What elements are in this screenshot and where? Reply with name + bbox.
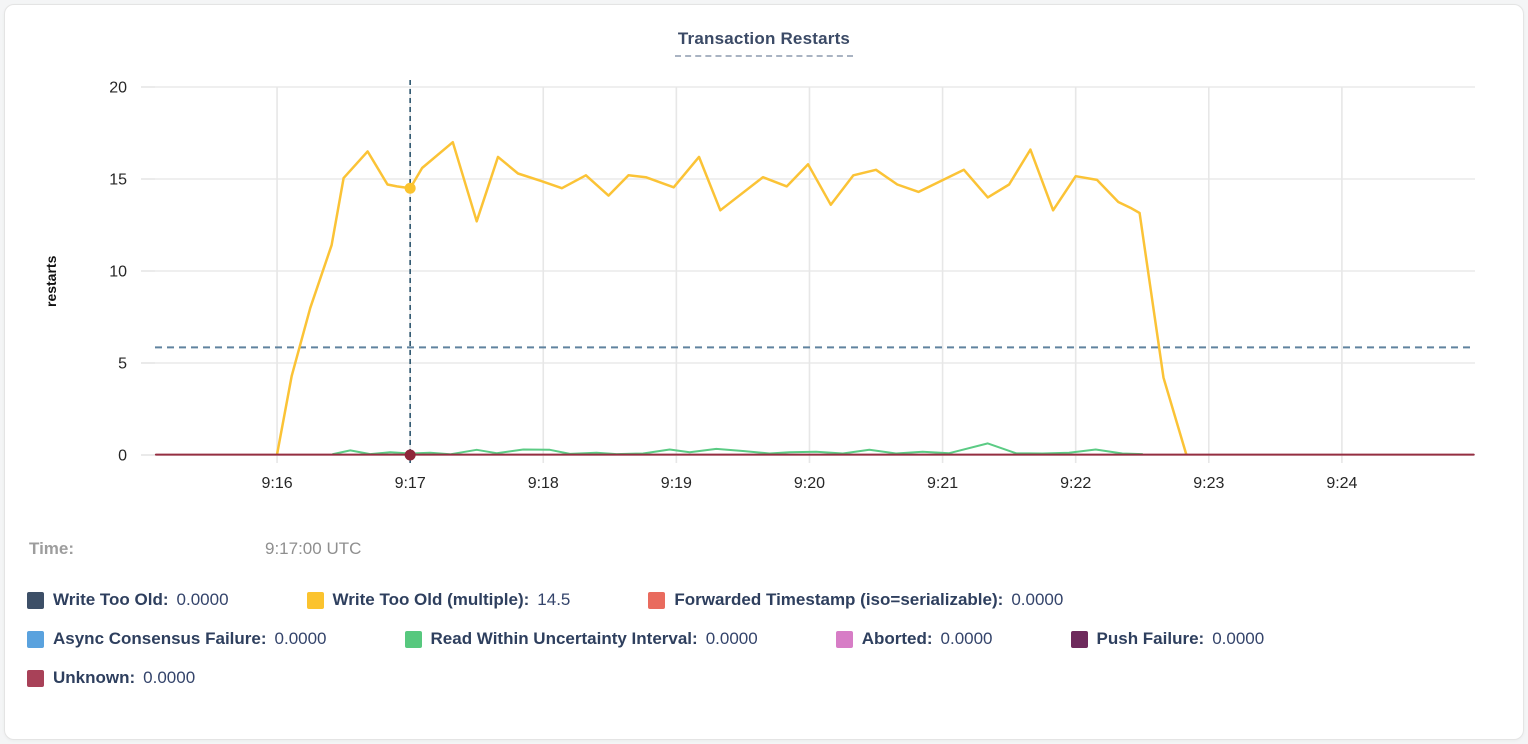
chart-legend: Write Too Old: 0.0000 Write Too Old (multi… [27,590,1503,707]
legend-swatch-icon [648,591,666,609]
legend-row-2: Async Consensus Failure: 0.0000 Read Withi… [27,629,1503,649]
legend-label: Push Failure: [1096,629,1205,648]
legend-label: Forwarded Timestamp (iso=serializable): [674,590,1004,609]
legend-value: 0.0000 [1212,629,1265,648]
legend-swatch-icon [404,630,422,648]
legend-value: 14.5 [537,590,571,609]
legend-label: Async Consensus Failure: [53,629,267,648]
legend-value: 0.0000 [274,629,327,648]
x-tick-label: 9:21 [927,475,958,492]
legend-item[interactable]: Read Within Uncertainty Interval: 0.0000 [404,629,758,649]
legend-swatch-icon [1070,630,1088,648]
series-line-write-too-old-multiple- [275,140,1188,456]
legend-item[interactable]: Write Too Old: 0.0000 [27,590,229,610]
legend-swatch-icon [27,669,44,687]
x-tick-label: 9:17 [395,475,426,492]
y-axis-label: restarts [43,255,59,307]
legend-value: 0.0000 [705,629,758,648]
legend-value: 0.0000 [143,668,196,687]
legend-item[interactable]: Unknown: 0.0000 [27,668,195,688]
legend-label: Unknown: [53,668,136,687]
legend-swatch-icon [27,591,44,609]
x-tick-label: 9:23 [1193,475,1224,492]
legend-label: Read Within Uncertainty Interval: [430,629,698,648]
crosshair-marker-write-too-old-multiple- [404,182,416,194]
legend-value: 0.0000 [1011,590,1064,609]
legend-item[interactable]: Async Consensus Failure: 0.0000 [27,629,327,649]
x-tick-label: 9:18 [528,475,559,492]
time-label: Time: [29,539,75,558]
legend-swatch-icon [306,591,324,609]
legend-item[interactable]: Aborted: 0.0000 [835,629,993,649]
chart-title[interactable]: Transaction Restarts [674,29,854,57]
transaction-restarts-chart[interactable]: 0 5 10 15 20 9:16 9:17 9:18 9:19 9:20 9:21 9:22 9:23… [5,67,1528,512]
y-tick-label: 15 [109,172,127,189]
x-tick-label: 9:24 [1326,475,1357,492]
y-tick-label: 5 [118,356,127,373]
y-tick-label: 20 [109,80,127,97]
x-tick-label: 9:19 [661,475,692,492]
x-tick-label: 9:22 [1060,475,1091,492]
legend-label: Aborted: [861,629,933,648]
legend-value: 0.0000 [940,629,993,648]
legend-row-3: Unknown: 0.0000 [27,668,1503,688]
y-tick-label: 10 [109,264,127,281]
chart-card: Transaction Restarts 0 5 10 15 20 9:16 9:17 9:1… [4,4,1524,740]
legend-row-1: Write Too Old: 0.0000 Write Too Old (multi… [27,590,1503,610]
legend-label: Write Too Old (multiple): [332,590,530,609]
legend-item[interactable]: Push Failure: 0.0000 [1070,629,1265,649]
legend-swatch-icon [27,630,44,648]
time-value: 9:17:00 UTC [265,539,362,558]
legend-swatch-icon [835,630,853,648]
legend-label: Write Too Old: [53,590,169,609]
legend-value: 0.0000 [176,590,229,609]
y-tick-label: 0 [118,448,127,465]
x-tick-label: 9:16 [261,475,292,492]
hover-time-row: Time: 9:17:00 UTC [29,539,361,559]
series-line-read-within-uncertainty-interval [332,442,1144,456]
chart-header: Transaction Restarts [5,29,1523,57]
legend-item[interactable]: Forwarded Timestamp (iso=serializable): 0… [648,590,1063,610]
x-tick-label: 9:20 [794,475,825,492]
crosshair-marker-unknown [404,449,416,461]
legend-item[interactable]: Write Too Old (multiple): 14.5 [306,590,571,610]
